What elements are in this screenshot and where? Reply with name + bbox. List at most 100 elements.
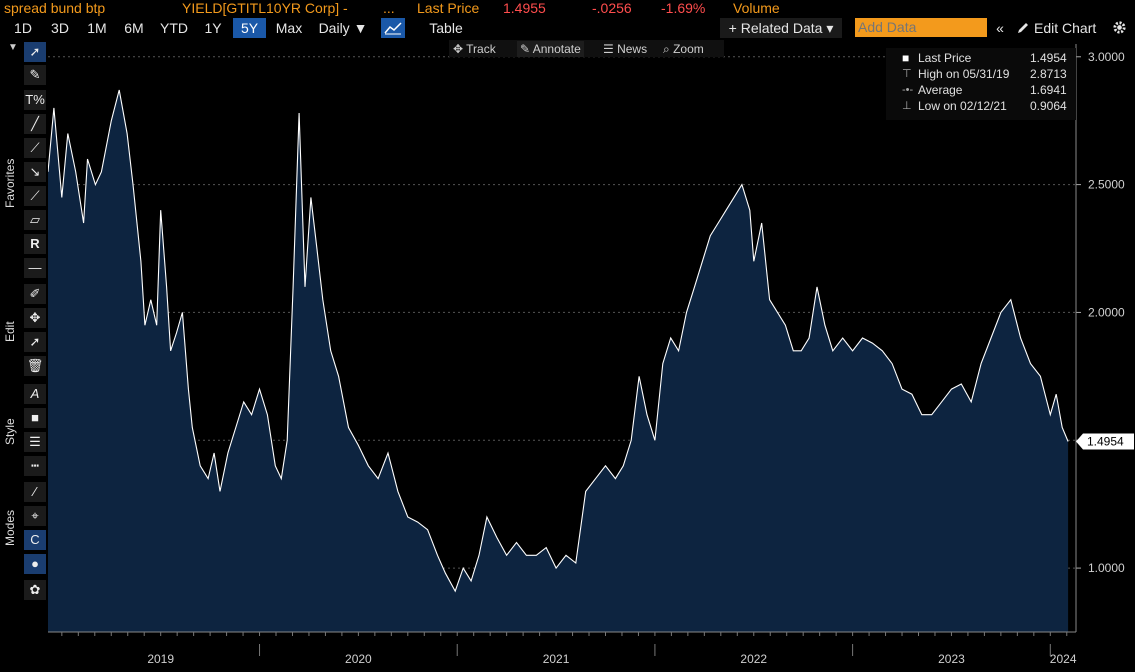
y-tick-label: 2.0000 — [1088, 305, 1125, 319]
collapse-icon[interactable]: « — [996, 20, 1004, 36]
add-data-input[interactable] — [855, 18, 987, 37]
price-change: -.0256 — [592, 0, 632, 16]
retracement-icon[interactable]: R — [24, 234, 46, 254]
track-icon: ✥ — [453, 42, 467, 56]
cursor-icon[interactable]: ➚ — [24, 42, 46, 62]
legend-row-high[interactable]: ⊤ High on 05/31/19 2.8713 — [886, 66, 1076, 82]
left-tool-panel: ▼ Favorites Edit Style Modes ➚ ✎ T% ╱ ⟋ … — [0, 40, 48, 672]
x-tick-label: 2022 — [740, 652, 767, 666]
move-icon[interactable]: ✥ — [24, 308, 46, 328]
legend-row-last[interactable]: ■ Last Price 1.4954 — [886, 50, 1076, 66]
security-ticker[interactable]: YIELD[GTITL10YR Corp] - — [182, 0, 348, 16]
horizontal-line-icon[interactable]: — — [24, 258, 46, 278]
percent-text-icon[interactable]: T% — [24, 90, 46, 110]
snap-icon[interactable]: ⌖ — [24, 506, 46, 526]
panel-settings-icon[interactable]: ✿ — [24, 580, 46, 600]
edit-label: Edit — [3, 321, 17, 342]
legend-row-low[interactable]: ⊥ Low on 02/12/21 0.9064 — [886, 98, 1076, 114]
y-tick-label: 3.0000 — [1088, 50, 1125, 64]
x-tick-label: 2020 — [345, 652, 372, 666]
annotate-label: Annotate — [532, 42, 581, 56]
x-tick-label: 2024 — [1050, 652, 1077, 666]
period-max-button[interactable]: Max — [275, 20, 303, 36]
chart-legend: ■ Last Price 1.4954 ⊤ High on 05/31/19 2… — [886, 48, 1076, 120]
legend-name: High on 05/31/19 — [918, 67, 1010, 81]
legend-name: Last Price — [918, 51, 972, 65]
annotation-pen-icon[interactable]: ✎ — [24, 65, 46, 85]
period-1m-button[interactable]: 1M — [87, 20, 107, 36]
price-change-pct: -1.69% — [661, 0, 706, 16]
color-mode-icon[interactable]: ● — [24, 554, 46, 574]
draw-mode-icon[interactable]: ⁄ — [24, 482, 46, 502]
period-1d-button[interactable]: 1D — [14, 20, 32, 36]
zoom-icon: ⌕ — [663, 42, 674, 56]
legend-value: 0.9064 — [1030, 99, 1067, 113]
trash-icon[interactable]: 🗑 — [24, 356, 46, 376]
last-price-label: Last Price — [417, 0, 480, 16]
frequency-dropdown[interactable]: Daily ▼ — [318, 20, 368, 36]
zoom-label: Zoom — [673, 42, 704, 56]
volume-label: Volume — [733, 0, 780, 16]
period-toolbar: 1D 3D 1M 6M YTD 1Y 5Y Max Daily ▼ Table … — [0, 17, 1135, 39]
favorites-label: Favorites — [3, 158, 17, 208]
line-chart-icon[interactable] — [381, 18, 405, 38]
trend-line-icon[interactable]: ╱ — [24, 114, 46, 134]
last-price-marker-icon: ■ — [902, 51, 910, 65]
title-bar: spread bund btp YIELD[GTITL10YR Corp] - … — [0, 0, 1135, 17]
average-marker-icon: -•- — [902, 84, 914, 96]
panel-collapse-icon[interactable]: ▼ — [8, 42, 18, 53]
track-button[interactable]: ✥ Track — [453, 41, 496, 57]
track-label: Track — [466, 42, 496, 56]
zoom-button[interactable]: ⌕ Zoom — [663, 41, 704, 57]
legend-value: 2.8713 — [1030, 67, 1067, 81]
period-ytd-button[interactable]: YTD — [160, 20, 188, 36]
edit-pen-icon[interactable]: ✐ — [24, 284, 46, 304]
series-area — [48, 90, 1069, 632]
channel-icon[interactable]: ▱ — [24, 210, 46, 230]
legend-value: 1.4954 — [1030, 51, 1067, 65]
modes-label: Modes — [3, 509, 17, 546]
ray-line-icon[interactable]: ⟋ — [24, 138, 46, 158]
low-marker-icon: ⊥ — [902, 100, 912, 112]
last-value-label: 1.4954 — [1087, 435, 1124, 449]
style-label: Style — [3, 418, 17, 445]
legend-value: 1.6941 — [1030, 83, 1067, 97]
news-icon: ☰ — [603, 42, 618, 56]
line-weight-icon[interactable]: ☰ — [24, 432, 46, 452]
legend-name: Average — [918, 83, 963, 97]
legend-name: Low on 02/12/21 — [918, 99, 1007, 113]
news-button[interactable]: ☰ News — [603, 41, 647, 57]
period-6m-button[interactable]: 6M — [124, 20, 144, 36]
font-style-icon[interactable]: A — [24, 384, 46, 404]
y-tick-label: 1.0000 — [1088, 561, 1125, 575]
x-tick-label: 2023 — [938, 652, 965, 666]
news-label: News — [617, 42, 648, 56]
x-axis: 2019 2020 2021 2022 2023 2024 — [48, 631, 1077, 666]
period-1y-button[interactable]: 1Y — [204, 20, 222, 36]
period-3d-button[interactable]: 3D — [51, 20, 69, 36]
arrow-icon[interactable]: ↘ — [24, 162, 46, 182]
series-line — [47, 89, 1069, 593]
period-5y-button[interactable]: 5Y — [233, 18, 266, 38]
table-button[interactable]: Table — [429, 20, 463, 36]
magnet-icon[interactable]: C — [24, 530, 46, 550]
title-ellipsis: ... — [383, 0, 395, 16]
legend-row-average[interactable]: -•- Average 1.6941 — [886, 82, 1076, 98]
pencil-icon[interactable] — [1013, 18, 1033, 38]
select-arrow-icon[interactable]: ➚ — [24, 332, 46, 352]
gear-icon[interactable] — [1108, 18, 1130, 38]
annotate-button[interactable]: ✎ Annotate — [517, 41, 584, 57]
y-tick-label: 2.5000 — [1088, 178, 1125, 192]
x-tick-label: 2021 — [543, 652, 570, 666]
high-marker-icon: ⊤ — [902, 68, 912, 80]
edit-chart-button[interactable]: Edit Chart — [1034, 20, 1097, 36]
extended-line-icon[interactable]: ⟋ — [24, 186, 46, 206]
chart-title: spread bund btp — [4, 0, 106, 16]
last-value-marker: 1.4954 — [1076, 433, 1134, 450]
chart-subtoolbar: ✥ Track ✎ Annotate ☰ News ⌕ Zoom — [449, 40, 724, 57]
related-data-dropdown[interactable]: + Related Data ▾ — [720, 18, 842, 38]
color-swatch-icon[interactable]: ■ — [24, 408, 46, 428]
line-style-icon[interactable]: ┅ — [24, 456, 46, 476]
